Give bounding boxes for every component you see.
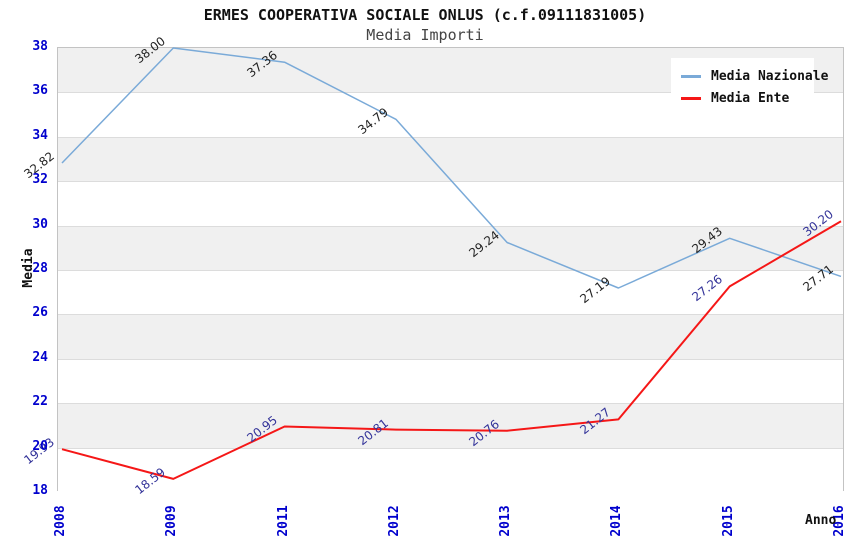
y-tick-label: 36 [32,83,48,99]
gridline [58,358,843,360]
y-tick-label: 28 [32,261,48,276]
legend-swatch [681,74,701,78]
gridline [58,314,843,316]
chart-subtitle: Media Importi [366,26,484,44]
gridline [58,92,843,94]
grid-band [58,225,843,270]
grid-band [58,136,843,182]
gridline [58,403,843,405]
y-tick-label: 32 [32,172,48,188]
legend-label: Media Ente [711,90,790,106]
legend-item: Media Nazionale [681,65,828,87]
y-tick-label: 34 [32,127,48,143]
gridline [58,225,843,227]
gridline [58,270,843,271]
legend: Media Nazionale Media Ente [671,58,828,115]
legend-label: Media Nazionale [711,68,829,84]
x-tick-label: 2009 [164,505,180,537]
y-tick-label: 22 [32,394,48,410]
x-tick-label: 2011 [275,505,291,537]
y-tick-label: 26 [32,305,48,321]
line-chart-svg [61,47,842,480]
gridline [58,447,843,449]
y-tick-label: 38 [32,39,48,54]
y-tick-label: 20 [32,438,48,454]
grid-band [58,358,843,404]
y-tick-label: 18 [32,483,48,498]
x-tick-label: 2008 [53,505,68,537]
x-axis-title: Anno [805,513,837,528]
grid-band [58,314,843,359]
x-tick-label: 2012 [386,505,402,537]
gridline [58,136,843,138]
grid-band [58,403,843,448]
x-tick-label: 2014 [609,505,625,537]
series-line-media-nazionale [61,47,842,289]
legend-item: Media Ente [681,87,804,109]
y-tick-label: 30 [32,216,48,232]
plot-area: 32.82 38.00 37.36 34.79 29.24 27.19 29.43 27.71… [21,34,844,497]
grid-band [58,447,843,492]
x-tick-label: 2013 [498,505,514,537]
chart-title: ERMES COOPERATIVA SOCIALE ONLUS (c.f.091… [203,6,647,24]
series-line-media-ente [61,220,842,480]
legend-swatch [681,96,701,100]
x-tick-label: 2015 [720,505,736,537]
gridline [58,181,843,183]
y-tick-label: 24 [32,349,48,365]
grid-band [58,181,843,226]
